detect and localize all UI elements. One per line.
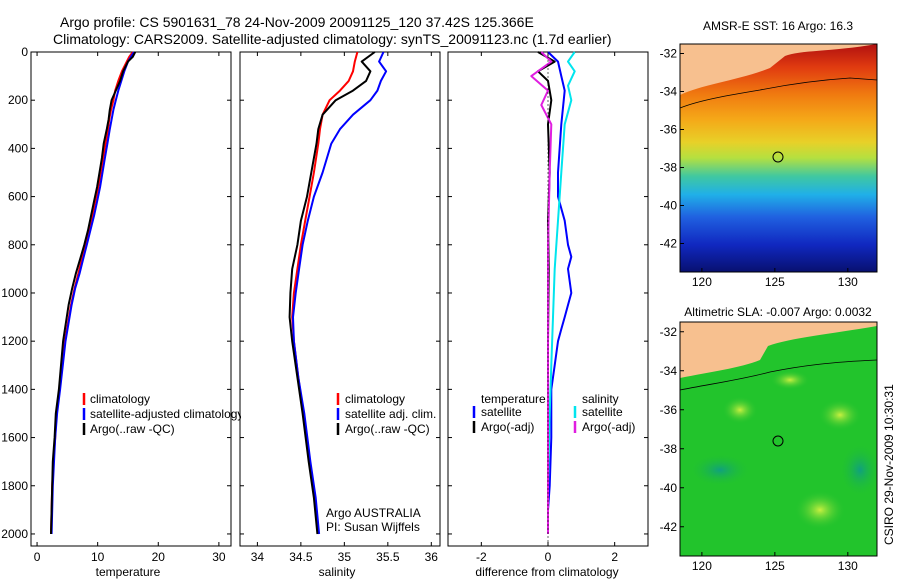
legend-item-argo: Argo(..raw -QC) bbox=[90, 422, 175, 436]
legend-group-salinity: salinity bbox=[582, 392, 619, 406]
x-tick-label: 34.5 bbox=[289, 550, 313, 564]
series-line-difference-2 bbox=[547, 51, 576, 534]
x-tick-label: 35.5 bbox=[376, 550, 400, 564]
series-line-salinity-1 bbox=[292, 51, 388, 535]
legend-item-satellite-adj: satellite adj. clim. bbox=[345, 407, 436, 421]
depth-axis: 0 200 400 600 800 1000 1200 1400 1600 1800 2000 bbox=[1, 45, 28, 541]
temperature-plot: 0 10 20 30 bbox=[31, 51, 231, 564]
temperature-legend: climatology satellite-adjusted climatolo… bbox=[82, 392, 243, 436]
map-x-tick-label: 130 bbox=[838, 275, 858, 289]
x-tick-label: 34 bbox=[251, 550, 265, 564]
x-tick-label: 0 bbox=[545, 550, 552, 564]
float-owner-annotation: Argo AUSTRALIA bbox=[326, 506, 421, 520]
series-line-temperature-0 bbox=[50, 51, 134, 535]
map-y-tick-label: -34 bbox=[660, 85, 678, 99]
map-x-tick-label: 120 bbox=[692, 559, 712, 573]
series-line-difference-0 bbox=[547, 51, 573, 534]
salinity-panel-frame bbox=[239, 51, 441, 547]
map-y-tick-label: -32 bbox=[660, 325, 678, 339]
legend-item-sal-satellite: satellite bbox=[582, 405, 623, 419]
map-y-tick-label: -38 bbox=[660, 442, 678, 456]
series-line-salinity-2 bbox=[288, 51, 376, 535]
float-position-marker bbox=[772, 435, 784, 447]
legend-item-climatology: climatology bbox=[90, 392, 150, 406]
salinity-plot: 34 34.5 35 35.5 36 bbox=[240, 51, 440, 564]
map-y-tick-label: -36 bbox=[660, 123, 678, 137]
temperature-panel-frame bbox=[30, 51, 232, 547]
map-y-tick-label: -40 bbox=[660, 481, 678, 495]
map-y-tick-label: -40 bbox=[660, 199, 678, 213]
map-y-tick-label: -42 bbox=[660, 520, 678, 534]
depth-tick-label: 0 bbox=[21, 45, 28, 59]
series-line-temperature-1 bbox=[50, 51, 135, 535]
map-y-tick-label: -36 bbox=[660, 403, 678, 417]
x-tick-label: 20 bbox=[152, 550, 166, 564]
series-line-salinity-0 bbox=[291, 51, 359, 535]
depth-tick-label: 400 bbox=[8, 141, 28, 155]
sla-map-title: Altimetric SLA: -0.007 Argo: 0.0032 bbox=[684, 305, 872, 319]
float-position-marker bbox=[772, 151, 784, 163]
salinity-xlabel: salinity bbox=[319, 565, 356, 579]
x-tick-label: 30 bbox=[212, 550, 226, 564]
series-line-temperature-2 bbox=[50, 51, 137, 535]
depth-tick-label: 1400 bbox=[1, 382, 28, 396]
legend-item-climatology: climatology bbox=[345, 392, 405, 406]
legend-item-temp-argo: Argo(-adj) bbox=[481, 420, 534, 434]
legend-item-satellite-adjusted: satellite-adjusted climatology bbox=[90, 407, 243, 421]
legend-item-sal-argo: Argo(-adj) bbox=[582, 420, 635, 434]
depth-tick-label: 600 bbox=[8, 190, 28, 204]
depth-tick-label: 1000 bbox=[1, 286, 28, 300]
map-x-tick-label: 125 bbox=[765, 559, 785, 573]
x-tick-label: 0 bbox=[34, 550, 41, 564]
difference-plot: -2 0 2 bbox=[448, 51, 648, 564]
float-pi-annotation: PI: Susan Wijffels bbox=[326, 520, 420, 534]
map-y-tick-label: -42 bbox=[660, 237, 678, 251]
depth-tick-label: 1200 bbox=[1, 334, 28, 348]
map-y-tick-label: -38 bbox=[660, 161, 678, 175]
map-y-tick-label: -34 bbox=[660, 364, 678, 378]
difference-legend: temperature satellite Argo(-adj) salinit… bbox=[472, 392, 635, 434]
sst-map: AMSR-E SST: 16 Argo: 16.3 120 125 130 -32 -3… bbox=[660, 19, 878, 289]
salinity-legend: climatology satellite adj. clim. Argo(..… bbox=[336, 392, 436, 436]
map-x-tick-label: 130 bbox=[838, 559, 858, 573]
x-tick-label: 10 bbox=[91, 550, 105, 564]
legend-item-temp-satellite: satellite bbox=[481, 405, 522, 419]
sst-map-title: AMSR-E SST: 16 Argo: 16.3 bbox=[703, 19, 853, 33]
x-tick-label: -2 bbox=[476, 550, 487, 564]
temperature-xlabel: temperature bbox=[96, 565, 161, 579]
x-tick-label: 2 bbox=[611, 550, 618, 564]
depth-tick-label: 1600 bbox=[1, 431, 28, 445]
difference-xlabel: difference from climatology bbox=[475, 565, 618, 579]
depth-tick-label: 1800 bbox=[1, 479, 28, 493]
figure-title-line1: Argo profile: CS 5901631_78 24-Nov-2009 … bbox=[60, 14, 534, 30]
x-tick-label: 36 bbox=[425, 550, 439, 564]
legend-group-temperature: temperature bbox=[481, 392, 546, 406]
depth-tick-label: 200 bbox=[8, 93, 28, 107]
sla-map: Altimetric SLA: -0.007 Argo: 0.0032 120 1… bbox=[660, 305, 878, 573]
figure-title-line2: Climatology: CARS2009. Satellite-adjuste… bbox=[53, 31, 611, 47]
legend-item-argo: Argo(..raw -QC) bbox=[345, 422, 430, 436]
x-tick-label: 35 bbox=[338, 550, 352, 564]
map-x-tick-label: 120 bbox=[692, 275, 712, 289]
timestamp-label: CSIRO 29-Nov-2009 10:30:31 bbox=[882, 384, 896, 545]
map-x-tick-label: 125 bbox=[765, 275, 785, 289]
map-y-tick-label: -32 bbox=[660, 47, 678, 61]
depth-tick-label: 800 bbox=[8, 238, 28, 252]
depth-tick-label: 2000 bbox=[1, 527, 28, 541]
